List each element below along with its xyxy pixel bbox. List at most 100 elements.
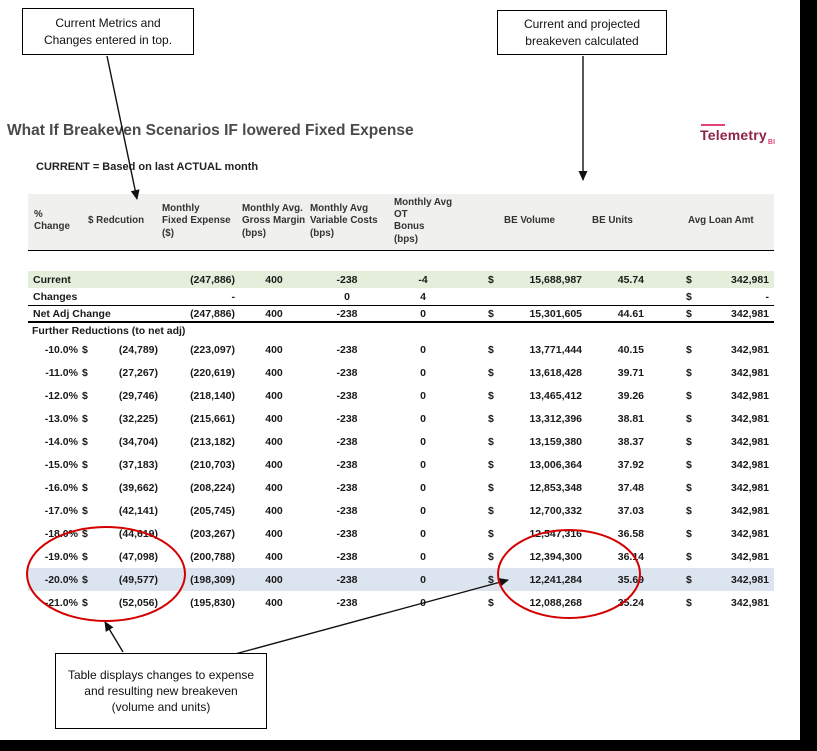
table-row-scenario: -18.0% $ (44,619) (203,267) 400 -238 0 $12,547,… <box>28 522 774 545</box>
callout-breakeven-calculated: Current and projected breakeven calculat… <box>497 10 667 55</box>
gap-cell <box>460 499 486 522</box>
gap-cell <box>460 545 486 568</box>
variable-costs-cell: -238 <box>336 550 358 563</box>
avg-loan-cell: 342,981 <box>731 366 770 379</box>
fixed-expense-cell: (208,224) <box>190 481 236 494</box>
loan-dollar-cell: $ <box>686 435 692 448</box>
fixed-expense-cell: (247,886) <box>160 305 241 324</box>
be-units-cell: 36.58 <box>617 527 645 540</box>
fixed-expense-cell: - <box>160 288 241 306</box>
be-units-cell: 39.26 <box>617 389 645 402</box>
reduction-dollar-cell: $ <box>82 435 88 448</box>
reduction-cell: (24,789) <box>118 343 159 356</box>
be-units-cell: 38.37 <box>617 435 645 448</box>
be-dollar-cell <box>486 288 505 306</box>
variable-costs-cell: -238 <box>336 389 358 402</box>
gross-margin-cell: 400 <box>265 366 283 379</box>
avg-loan-cell: 342,981 <box>731 596 770 609</box>
variable-costs-cell: -238 <box>336 504 358 517</box>
be-volume-cell: 12,241,284 <box>504 568 585 592</box>
ot-bonus-cell: 0 <box>420 458 426 471</box>
variable-costs-cell: -238 <box>308 305 387 324</box>
gap-cell <box>646 499 684 522</box>
gap-cell <box>460 568 487 592</box>
gap-cell <box>460 271 487 289</box>
fixed-expense-cell: (215,661) <box>190 412 236 425</box>
fixed-expense-cell: (220,619) <box>190 366 236 379</box>
gap-cell <box>460 384 486 407</box>
avg-loan-cell: 342,981 <box>731 550 770 563</box>
reduction-dollar-cell: $ <box>82 527 88 540</box>
ot-bonus-cell: 0 <box>386 568 461 592</box>
be-dollar-cell: $ <box>488 550 494 563</box>
gap-cell <box>646 476 684 499</box>
column-header-avg-loan: Avg Loan Amt <box>684 194 775 251</box>
gap-cell <box>460 361 486 384</box>
gap-cell <box>460 305 487 324</box>
gross-margin-cell <box>240 288 309 306</box>
pct-change-cell: -13.0% <box>44 412 78 425</box>
reduction-dollar-cell: $ <box>82 412 88 425</box>
column-header-gross-margin: Monthly Avg. Gross Margin (bps) <box>240 194 309 251</box>
be-dollar-cell: $ <box>486 568 505 592</box>
reduction-cell: (32,225) <box>118 412 159 425</box>
reduction-dollar-cell: $ <box>82 504 88 517</box>
reduction-dollar-cell: $ <box>82 550 88 563</box>
variable-costs-cell: -238 <box>336 481 358 494</box>
be-units-cell: 36.14 <box>617 550 645 563</box>
pct-change-cell: -19.0% <box>44 550 78 563</box>
avg-loan-cell: 342,981 <box>702 568 775 592</box>
gross-margin-cell: 400 <box>265 481 283 494</box>
table-row-current: Current (247,886) 400 -238 -4 $15,688,987 45.7… <box>28 271 775 289</box>
loan-dollar-cell: $ <box>686 458 692 471</box>
avg-loan-cell: 342,981 <box>731 527 770 540</box>
row-label: Current <box>28 271 161 289</box>
logo-text: Telemetry <box>700 127 767 143</box>
reduction-dollar-cell: $ <box>82 366 88 379</box>
avg-loan-cell: - <box>702 288 775 306</box>
loan-dollar-cell: $ <box>684 271 703 289</box>
spacer-cell <box>28 250 774 271</box>
gap-cell <box>460 338 486 361</box>
gap-cell <box>646 453 684 476</box>
reduction-dollar-cell: $ <box>82 343 88 356</box>
table-section-row: Further Reductions (to net adj) <box>28 322 774 338</box>
table-spacer-row <box>28 250 774 271</box>
loan-dollar-cell: $ <box>684 288 703 306</box>
screen-edge-right <box>800 0 817 751</box>
gap-cell <box>460 476 486 499</box>
be-volume-cell: 13,465,412 <box>529 389 583 402</box>
fixed-expense-cell: (203,267) <box>190 527 236 540</box>
ot-bonus-cell: 0 <box>420 412 426 425</box>
table-row-scenario: -19.0% $ (47,098) (200,788) 400 -238 0 $12,394,… <box>28 545 774 568</box>
pct-change-cell: -10.0% <box>44 343 78 356</box>
current-note: CURRENT = Based on last ACTUAL month <box>36 161 259 173</box>
column-header-be-volume: BE Volume <box>486 194 585 251</box>
be-dollar-cell: $ <box>486 305 505 324</box>
ot-bonus-cell: 0 <box>420 481 426 494</box>
reduction-cell: (44,619) <box>118 527 159 540</box>
be-volume-cell: 12,088,268 <box>529 596 583 609</box>
pct-change-cell: -20.0% <box>28 568 80 592</box>
fixed-expense-cell: (210,703) <box>190 458 236 471</box>
reduction-cell: (42,141) <box>118 504 159 517</box>
column-header-gap2 <box>646 194 685 251</box>
be-dollar-cell: $ <box>488 366 494 379</box>
be-volume-cell: 12,853,348 <box>529 481 583 494</box>
be-dollar-cell: $ <box>488 504 494 517</box>
avg-loan-cell: 342,981 <box>702 271 775 289</box>
be-units-cell: 40.15 <box>617 343 645 356</box>
gross-margin-cell: 400 <box>240 271 309 289</box>
column-header-reduction: $ Redcution <box>80 194 161 251</box>
callout-current-metrics-text: Current Metrics and Changes entered in t… <box>43 16 173 47</box>
variable-costs-cell: -238 <box>308 271 387 289</box>
loan-dollar-cell: $ <box>686 550 692 563</box>
gross-margin-cell: 400 <box>265 504 283 517</box>
variable-costs-cell: -238 <box>336 412 358 425</box>
be-volume-cell: 15,688,987 <box>504 271 585 289</box>
callout-table-explanation: Table displays changes to expense and re… <box>55 653 267 729</box>
reduction-cell: (27,267) <box>118 366 159 379</box>
avg-loan-cell: 342,981 <box>731 458 770 471</box>
be-volume-cell: 12,547,316 <box>529 527 583 540</box>
row-label: Net Adj Change <box>28 305 161 324</box>
